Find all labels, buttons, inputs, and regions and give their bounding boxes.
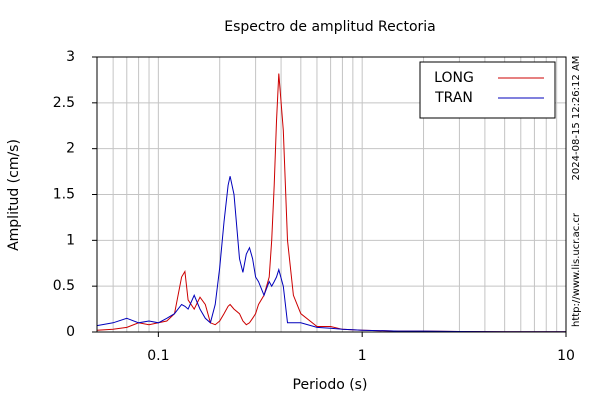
y-tick-label: 3 [66, 49, 75, 65]
timestamp: 2024-08-15 12:26:12 AM [571, 56, 582, 181]
series-line [96, 176, 567, 333]
y-tick-label: 1.5 [53, 187, 75, 203]
x-axis-label: Periodo (s) [293, 377, 368, 393]
series-line [96, 73, 567, 333]
y-tick-label: 1 [66, 232, 75, 248]
legend-box [419, 61, 556, 119]
x-tick-label: 1 [358, 348, 367, 364]
plot-border [96, 56, 567, 333]
legend-label: LONG [434, 70, 474, 86]
x-tick-label: 0.1 [147, 348, 169, 364]
legend-label: TRAN [434, 90, 473, 106]
y-axis-label: Amplitud (cm/s) [6, 139, 22, 251]
x-tick-label: 10 [557, 348, 575, 364]
chart-title: Espectro de amplitud Rectoria [224, 19, 436, 35]
source-url: http://www.lis.ucr.ac.cr [571, 212, 582, 327]
y-tick-label: 2.5 [53, 95, 75, 111]
y-tick-label: 0 [66, 324, 75, 340]
y-tick-label: 2 [66, 141, 75, 157]
y-tick-label: 0.5 [53, 278, 75, 294]
